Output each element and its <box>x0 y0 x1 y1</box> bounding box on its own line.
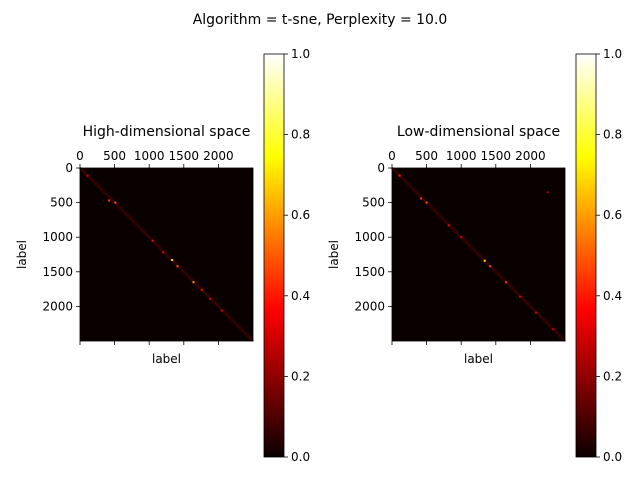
x-tick-label: 500 <box>103 149 126 163</box>
heatmap-cell-8 <box>505 281 508 284</box>
axes-frame <box>79 167 254 342</box>
y-tick-label: 0 <box>65 161 73 175</box>
y-tick-label: 2000 <box>42 299 73 313</box>
colorbar-tick-label: 0.2 <box>603 369 622 383</box>
x-tick-label: 1500 <box>481 149 512 163</box>
y-tick-label: 1000 <box>354 230 385 244</box>
colorbar-tick-label: 0.6 <box>603 208 622 222</box>
colorbar-tick-label: 0.0 <box>291 450 310 464</box>
heatmap-cell-9 <box>200 288 203 291</box>
heatmap-cell-2 <box>108 199 111 202</box>
y-tick-label: 2000 <box>354 299 385 313</box>
x-tick-label: 1000 <box>134 149 165 163</box>
axes-frame <box>391 167 566 342</box>
figure-suptitle: Algorithm = t-sne, Perplexity = 10.0 <box>193 12 448 28</box>
heatmap-cell-9 <box>519 295 522 298</box>
y-tick-label: 500 <box>50 196 73 210</box>
x-tick-label: 500 <box>415 149 438 163</box>
x-tick-label: 2000 <box>515 149 546 163</box>
heatmap-cell-4 <box>447 224 450 227</box>
colorbar-tick-label: 0.4 <box>603 289 622 303</box>
heatmap-cell-11 <box>552 328 555 331</box>
colorbar-tick-label: 0.6 <box>291 208 310 222</box>
heatmap-cell-12 <box>546 191 549 194</box>
y-axis-label: label <box>327 240 341 269</box>
panel-title: Low-dimensional space <box>397 124 560 140</box>
x-tick-label: 2000 <box>203 149 234 163</box>
x-axis-label: label <box>464 352 493 366</box>
y-tick-label: 1500 <box>354 265 385 279</box>
y-axis-label: label <box>15 240 29 269</box>
x-tick-label: 0 <box>388 149 396 163</box>
panel-title: High-dimensional space <box>83 124 251 140</box>
colorbar <box>575 53 597 458</box>
y-tick-label: 500 <box>362 196 385 210</box>
colorbar-tick-label: 0.2 <box>291 369 310 383</box>
heatmap-cell-6 <box>483 259 486 262</box>
colorbar <box>263 53 285 458</box>
y-tick-label: 0 <box>377 161 385 175</box>
heatmap-cell-7 <box>176 265 179 268</box>
x-axis-label: label <box>152 352 181 366</box>
heatmap-cell-3 <box>114 201 117 204</box>
x-tick-label: 1500 <box>169 149 200 163</box>
colorbar-tick-label: 0.4 <box>291 289 310 303</box>
heatmap-cell-11 <box>220 309 223 312</box>
colorbar-tick-label: 0.8 <box>291 128 310 142</box>
heatmap-cell-10 <box>209 297 212 300</box>
heatmap-cell-5 <box>460 236 463 239</box>
heatmap-cell-4 <box>151 239 154 242</box>
heatmap-cell-10 <box>534 311 537 314</box>
heatmap-cell-6 <box>171 259 174 262</box>
heatmap-cell-1 <box>86 174 89 177</box>
x-tick-label: 1000 <box>446 149 477 163</box>
y-tick-label: 1500 <box>42 265 73 279</box>
y-tick-label: 1000 <box>42 230 73 244</box>
heatmap-cell-8 <box>192 281 195 284</box>
heatmap-cell-7 <box>489 265 492 268</box>
colorbar-tick-label: 1.0 <box>603 47 622 61</box>
colorbar-tick-label: 0.0 <box>603 450 622 464</box>
x-tick-label: 0 <box>76 149 84 163</box>
heatmap-cell-5 <box>162 251 165 254</box>
colorbar-tick-label: 1.0 <box>291 47 310 61</box>
heatmap-cell-3 <box>425 201 428 204</box>
diagonal-band <box>79 167 254 342</box>
heatmap-cell-1 <box>398 174 401 177</box>
colorbar-tick-label: 0.8 <box>603 128 622 142</box>
heatmap-cell-2 <box>420 197 423 200</box>
